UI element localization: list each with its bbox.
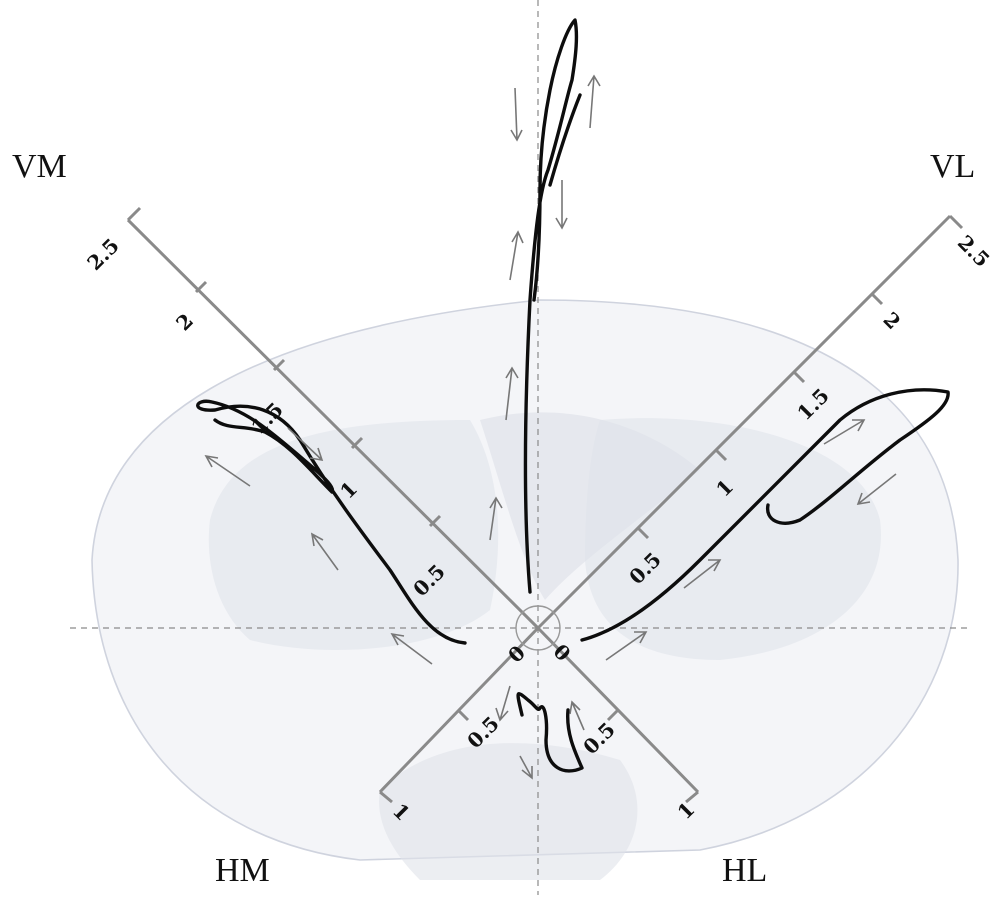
label-hm: HM: [215, 852, 270, 889]
arrow-vl-4: [605, 631, 648, 661]
vm-tick-2-5: 2.5: [82, 234, 124, 276]
vm-tick-2: 2: [171, 309, 198, 336]
vl-tick-2: 2: [879, 307, 906, 334]
arrow-bottom-3: [569, 700, 585, 731]
arrow-vl-3: [683, 559, 722, 589]
axis-hl: [536, 626, 700, 804]
motion-arrows: [204, 74, 897, 780]
label-hl: HL: [722, 852, 768, 889]
center-circle: [515, 605, 561, 651]
axis-vm: [126, 206, 540, 630]
axis-hm: [378, 626, 540, 804]
arrow-vert-up-3: [489, 496, 503, 541]
anatomy-background: [91, 299, 959, 880]
arrow-bottom-2: [519, 755, 533, 780]
arrow-bottom-1: [495, 685, 511, 722]
vl-tick-2-5: 2.5: [953, 230, 995, 272]
arrow-vl-1: [823, 419, 866, 445]
arrow-top-down-1: [510, 87, 523, 142]
arrow-top-down-2: [555, 180, 568, 230]
trace-bottom: [516, 692, 584, 773]
label-vl: VL: [930, 148, 976, 185]
arrow-vm-1: [204, 454, 251, 487]
arrow-vl-2: [856, 473, 897, 506]
trace-vl: [580, 388, 950, 642]
arrow-vm-3: [310, 532, 339, 571]
arrow-vm-4: [390, 632, 433, 665]
arrow-vm-2: [287, 427, 324, 462]
arrow-top-up: [587, 74, 601, 129]
arrow-vert-up-1: [509, 230, 524, 281]
trace-vertical: [523, 18, 582, 594]
trace-vm: [196, 399, 467, 645]
axis-vl: [536, 214, 964, 630]
label-vm: VM: [12, 148, 67, 185]
arrow-vert-up-2: [505, 366, 519, 421]
